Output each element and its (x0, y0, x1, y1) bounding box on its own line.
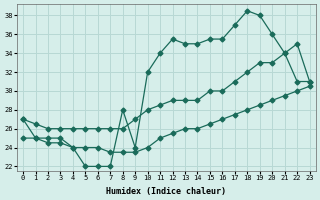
X-axis label: Humidex (Indice chaleur): Humidex (Indice chaleur) (106, 187, 226, 196)
